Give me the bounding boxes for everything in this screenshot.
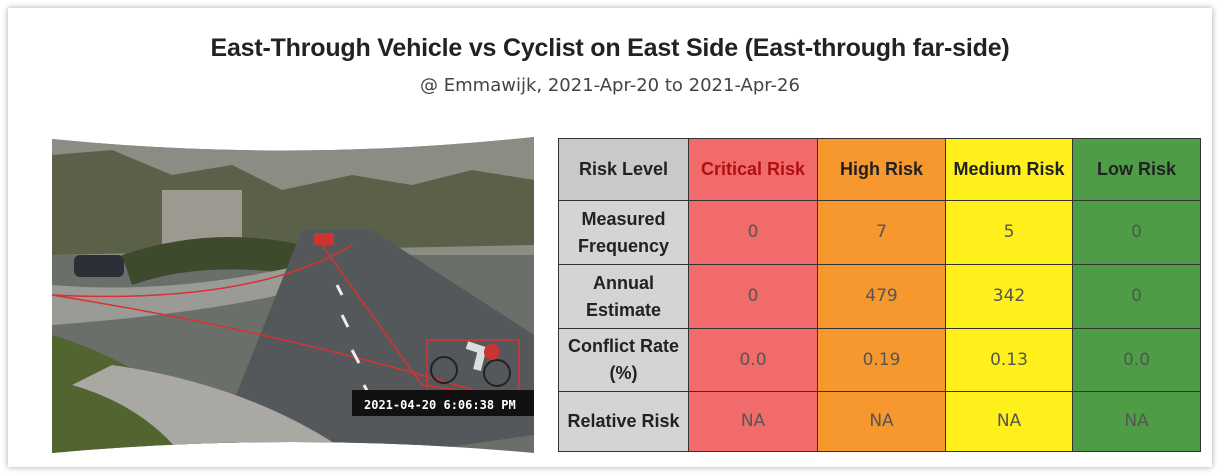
column-header: Low Risk [1073,139,1201,201]
row-header: Relative Risk [559,392,689,452]
table-cell: NA [689,392,818,452]
table-cell: 479 [818,265,946,329]
table-cell: 0.13 [946,329,1073,392]
row-header: Measured Frequency [559,201,689,265]
column-header: Critical Risk [689,139,818,201]
column-header: Medium Risk [946,139,1073,201]
table-cell: 0.0 [689,329,818,392]
table-cell: 0 [689,265,818,329]
table-cell: 0.0 [1073,329,1201,392]
table-cell: 7 [818,201,946,265]
table-cell: NA [946,392,1073,452]
table-cell: 5 [946,201,1073,265]
table-cell: 0 [1073,201,1201,265]
subtitle: @ Emmawijk, 2021-Apr-20 to 2021-Apr-26 [0,75,1220,96]
title: East-Through Vehicle vs Cyclist on East … [0,34,1220,63]
row-header: Conflict Rate (%) [559,329,689,392]
page: East-Through Vehicle vs Cyclist on East … [0,0,1220,475]
row-header: Annual Estimate [559,265,689,329]
table-cell: 0 [689,201,818,265]
table-cell: 342 [946,265,1073,329]
column-header: Risk Level [559,139,689,201]
table-cell: NA [1073,392,1201,452]
table-cell: 0 [1073,265,1201,329]
camera-image: 2021-04-20 6:06:38 PM [52,135,534,455]
column-header: High Risk [818,139,946,201]
table-cell: 0.19 [818,329,946,392]
table-cell: NA [818,392,946,452]
timestamp: 2021-04-20 6:06:38 PM [364,398,516,412]
